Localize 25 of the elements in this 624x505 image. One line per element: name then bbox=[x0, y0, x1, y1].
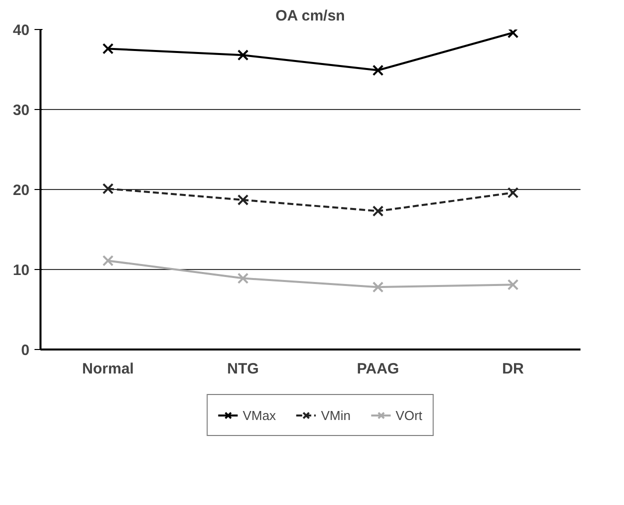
x-tick-label: DR bbox=[502, 360, 524, 378]
point bbox=[102, 43, 114, 54]
point bbox=[372, 282, 384, 293]
chart-title: OA cm/sn bbox=[275, 8, 345, 24]
point bbox=[507, 187, 519, 198]
point bbox=[102, 255, 114, 266]
y-tick-label: 20 bbox=[12, 182, 30, 199]
point bbox=[237, 50, 249, 61]
legend-label: VMin bbox=[320, 408, 351, 422]
y-tick-label: 10 bbox=[12, 262, 30, 279]
point bbox=[102, 183, 114, 194]
y-tick-label: 40 bbox=[12, 22, 30, 39]
x-tick-label: NTG bbox=[227, 360, 259, 378]
y-tick-label: 0 bbox=[21, 342, 30, 359]
legend-label: VMax bbox=[242, 408, 276, 422]
x-tick-label: Normal bbox=[82, 360, 134, 378]
point bbox=[372, 206, 384, 217]
point bbox=[237, 194, 249, 206]
x-tick-label: PAAG bbox=[356, 360, 400, 378]
point bbox=[507, 279, 519, 290]
legend-label: VOrt bbox=[396, 408, 422, 422]
point bbox=[237, 272, 249, 284]
point bbox=[372, 64, 384, 76]
y-tick-label: 30 bbox=[12, 102, 30, 119]
point bbox=[507, 30, 519, 38]
